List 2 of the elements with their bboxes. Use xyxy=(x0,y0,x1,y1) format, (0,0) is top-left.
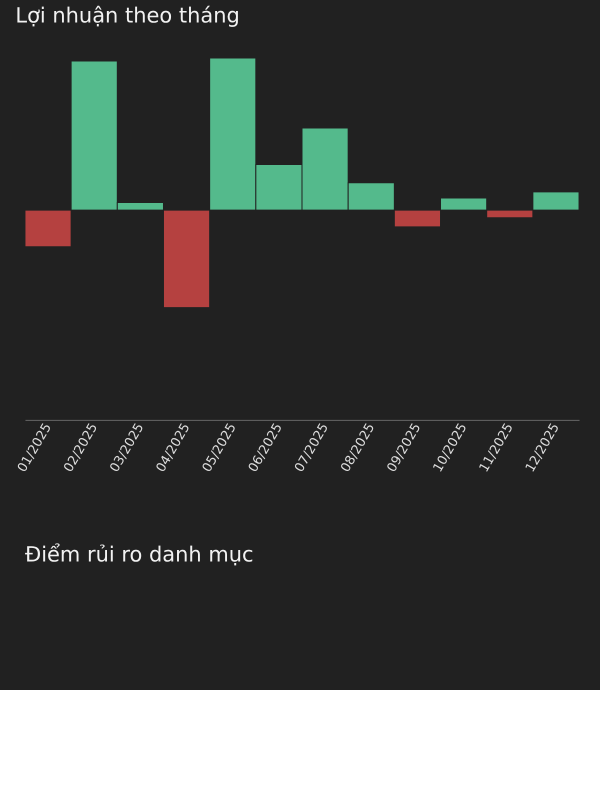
chart-title: Lợi nhuận theo tháng xyxy=(15,4,240,28)
text: Điểm rủi ro danh mục xyxy=(24,542,254,567)
